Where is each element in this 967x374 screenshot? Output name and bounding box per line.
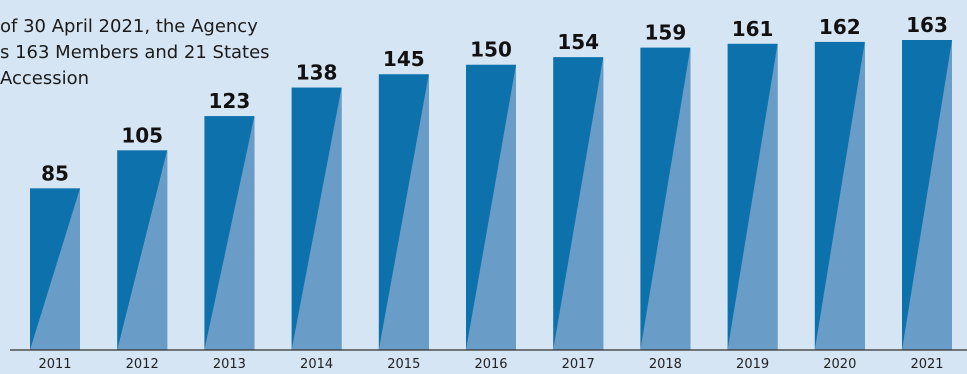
bar-shade-2021 <box>902 40 952 350</box>
x-tick-label-2013: 2013 <box>213 357 246 372</box>
x-tick-label-2019: 2019 <box>736 357 769 372</box>
value-label-2015: 145 <box>383 47 425 71</box>
value-label-2021: 163 <box>906 13 948 37</box>
annotation-line-3: Accession <box>0 68 90 89</box>
value-label-2018: 159 <box>645 21 687 45</box>
bar-2012 <box>117 150 168 350</box>
bar-shade-2013 <box>204 116 255 351</box>
bar-shade-2018 <box>640 47 691 350</box>
annotation-line-1: of 30 April 2021, the Agency <box>0 16 258 37</box>
bars-group <box>30 40 952 351</box>
bar-shade-2017 <box>553 57 604 350</box>
x-tick-label-2011: 2011 <box>38 357 71 372</box>
value-label-2017: 154 <box>557 30 599 54</box>
bar-2016 <box>466 64 516 350</box>
bar-shade-2011 <box>30 188 80 350</box>
bar-2013 <box>204 116 255 351</box>
value-labels-group: 85 105 123 138 145 150 154 159 161 162 163 <box>41 13 948 185</box>
value-label-2013: 123 <box>209 89 251 113</box>
bar-shade-2019 <box>727 43 778 350</box>
bar-2014 <box>291 87 342 350</box>
x-tick-label-2016: 2016 <box>474 357 507 372</box>
bar-shade-2014 <box>291 87 342 350</box>
x-tick-label-2021: 2021 <box>910 357 943 372</box>
x-tick-label-2018: 2018 <box>649 357 682 372</box>
value-label-2020: 162 <box>819 15 861 39</box>
bar-shade-2015 <box>378 74 429 351</box>
x-tick-label-2012: 2012 <box>126 357 159 372</box>
bar-shade-2016 <box>466 64 516 350</box>
x-tick-label-2017: 2017 <box>562 357 595 372</box>
bar-2017 <box>553 57 604 350</box>
bar-2018 <box>640 47 691 350</box>
bar-shade-2020 <box>814 41 865 350</box>
value-label-2016: 150 <box>470 38 512 62</box>
bar-2015 <box>378 74 429 351</box>
bar-shade-2012 <box>117 150 168 350</box>
bar-2021 <box>902 40 952 350</box>
annotation-text: of 30 April 2021, the Agency s 163 Membe… <box>0 14 360 92</box>
value-label-2019: 161 <box>732 17 774 41</box>
annotation-line-2: s 163 Members and 21 States <box>0 42 270 63</box>
bar-2019 <box>727 43 778 350</box>
value-label-2012: 105 <box>121 123 163 147</box>
bar-2011 <box>30 188 80 350</box>
x-tick-labels-group: 2011 2012 2013 2014 2015 2016 2017 2018 2019 2020… <box>38 357 943 372</box>
x-tick-label-2014: 2014 <box>300 357 333 372</box>
value-label-2014: 138 <box>296 61 338 85</box>
x-tick-label-2020: 2020 <box>823 357 856 372</box>
x-tick-label-2015: 2015 <box>387 357 420 372</box>
value-label-2011: 85 <box>41 161 69 185</box>
bar-2020 <box>814 41 865 350</box>
